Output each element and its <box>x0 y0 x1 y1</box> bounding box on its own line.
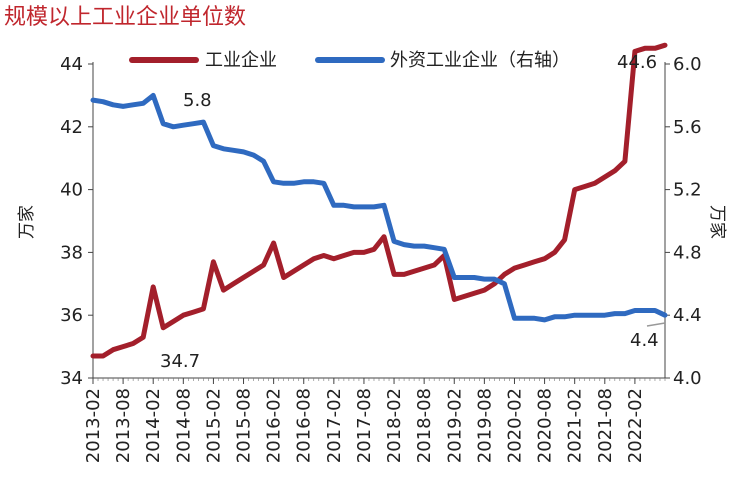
annotation-foreign-last: 4.4 <box>630 330 659 351</box>
y-tick-label-left: 44 <box>60 54 83 75</box>
legend-label-foreign: 外资工业企业（右轴） <box>390 50 570 71</box>
x-tick-label: 2020-02 <box>504 388 525 463</box>
x-tick-label: 2015-02 <box>203 388 224 463</box>
x-tick-label: 2013-02 <box>83 388 104 463</box>
y-tick-label-right: 6.0 <box>673 54 702 75</box>
y-tick-label-right: 5.6 <box>673 117 702 138</box>
y-axis-title-right: 万家 <box>707 205 727 239</box>
y-tick-label-left: 42 <box>60 117 83 138</box>
y-tick-label-right: 4.0 <box>673 368 702 389</box>
x-tick-label: 2013-08 <box>113 388 134 463</box>
x-tick-label: 2022-02 <box>625 388 646 463</box>
x-tick-label: 2020-08 <box>535 388 556 463</box>
chart-title: 规模以上工业企业单位数 <box>4 5 246 30</box>
x-tick-label: 2019-08 <box>474 388 495 463</box>
legend-label-industrial: 工业企业 <box>205 50 277 71</box>
x-tick-label: 2018-08 <box>414 388 435 463</box>
y-tick-label-right: 5.2 <box>673 180 702 201</box>
y-tick-label-left: 36 <box>60 305 83 326</box>
x-tick-label: 2016-02 <box>264 388 285 463</box>
x-tick-label: 2019-02 <box>444 388 465 463</box>
y-tick-label-left: 38 <box>60 242 83 263</box>
x-tick-label: 2014-02 <box>143 388 164 463</box>
annotation-industrial-last: 44.6 <box>617 52 657 73</box>
y-tick-label-right: 4.8 <box>673 242 702 263</box>
x-tick-label: 2015-08 <box>234 388 255 463</box>
x-tick-label: 2021-08 <box>595 388 616 463</box>
y-tick-label-left: 34 <box>60 368 83 389</box>
x-tick-label: 2021-02 <box>565 388 586 463</box>
annotation-industrial-first: 34.7 <box>160 351 200 372</box>
x-tick-label: 2016-08 <box>294 388 315 463</box>
legend: 工业企业 外资工业企业（右轴） <box>129 50 570 71</box>
annotation-foreign-first: 5.8 <box>183 90 212 111</box>
series-line-industrial <box>90 42 668 359</box>
y-axis-title-left: 万家 <box>17 205 37 239</box>
y-tick-label-left: 40 <box>60 180 83 201</box>
x-tick-label: 2014-08 <box>173 388 194 463</box>
x-tick-label: 2017-08 <box>354 388 375 463</box>
axes: 34 36 38 40 42 44 4.0 4.4 4.8 5.2 5.6 6.0 2013-02 201… <box>60 54 702 463</box>
series-line-foreign <box>90 92 668 323</box>
y-tick-label-right: 4.4 <box>673 305 702 326</box>
x-tick-label: 2017-02 <box>324 388 345 463</box>
x-tick-label: 2018-02 <box>384 388 405 463</box>
plot-area <box>90 42 668 359</box>
annotation-leader <box>646 322 666 327</box>
